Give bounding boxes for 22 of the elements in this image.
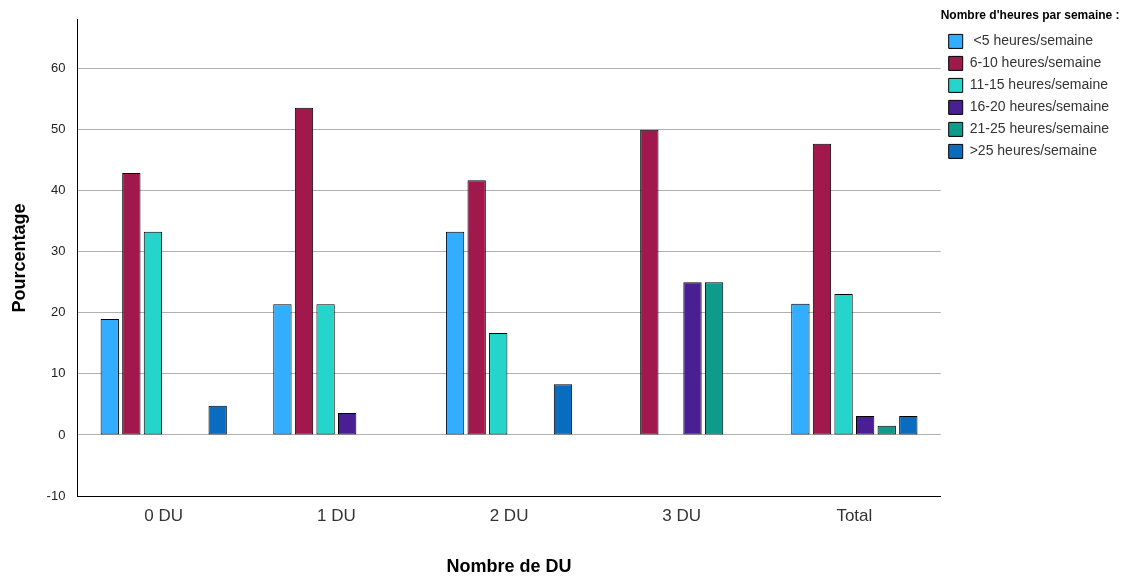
legend-label: 16-20 heures/semaine — [969, 98, 1110, 115]
legend-title: Nombre d'heures par semaine : — [940, 8, 1120, 23]
legend-label: >25 heures/semaine — [969, 142, 1098, 159]
legend-label: <5 heures/semaine — [969, 32, 1094, 49]
y-tick-label: 30 — [50, 243, 66, 259]
y-tick-label: 0 — [58, 426, 66, 442]
y-tick-label: 50 — [50, 121, 66, 137]
x-tick-label: 3 DU — [662, 505, 702, 525]
x-tick-label: 1 DU — [317, 505, 356, 525]
x-axis-title: Nombre de DU — [446, 556, 572, 577]
y-tick-label: 20 — [50, 304, 66, 320]
x-tick-label: Total — [836, 505, 873, 525]
y-axis-title: Pourcentage — [8, 203, 29, 313]
y-tick-label: 40 — [50, 182, 66, 198]
x-tick-label: 0 DU — [144, 505, 184, 525]
legend-label: 21-25 heures/semaine — [969, 120, 1110, 137]
legend-label: 11-15 heures/semaine — [969, 76, 1109, 93]
legend-label: 6-10 heures/semaine — [969, 54, 1102, 71]
x-tick-label: 2 DU — [489, 505, 529, 525]
y-tick-label: 60 — [50, 60, 66, 76]
y-tick-label: -10 — [46, 487, 66, 503]
y-tick-label: 10 — [50, 365, 66, 381]
